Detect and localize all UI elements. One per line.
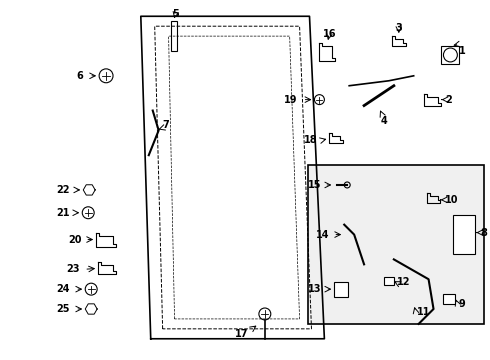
Text: 8: 8: [480, 228, 487, 238]
Text: 21: 21: [56, 208, 70, 218]
Text: 12: 12: [397, 277, 410, 287]
Text: 16: 16: [322, 29, 336, 39]
Text: 25: 25: [56, 304, 70, 314]
Bar: [334, 282, 348, 297]
Text: 10: 10: [444, 195, 458, 205]
Text: 19: 19: [284, 95, 297, 105]
Text: 17: 17: [235, 329, 248, 339]
Text: 15: 15: [308, 180, 321, 190]
Text: 4: 4: [381, 116, 387, 126]
Bar: [308, 165, 484, 324]
Text: 9: 9: [458, 299, 465, 309]
Bar: [443, 294, 455, 304]
Text: 18: 18: [304, 135, 318, 145]
Text: 2: 2: [445, 95, 452, 105]
Text: 24: 24: [56, 284, 70, 294]
Text: 14: 14: [316, 230, 329, 239]
Text: 20: 20: [68, 234, 81, 244]
Text: 7: 7: [163, 121, 170, 130]
Text: 11: 11: [416, 307, 430, 317]
Bar: [453, 215, 475, 255]
Text: 22: 22: [56, 185, 70, 195]
Text: 3: 3: [395, 23, 402, 33]
Bar: [441, 46, 459, 64]
Text: 13: 13: [308, 284, 321, 294]
Text: 23: 23: [66, 264, 79, 274]
Text: 5: 5: [172, 9, 179, 19]
Bar: [384, 277, 394, 285]
Text: 6: 6: [76, 71, 83, 81]
Text: 1: 1: [459, 46, 466, 56]
Bar: [171, 21, 176, 51]
